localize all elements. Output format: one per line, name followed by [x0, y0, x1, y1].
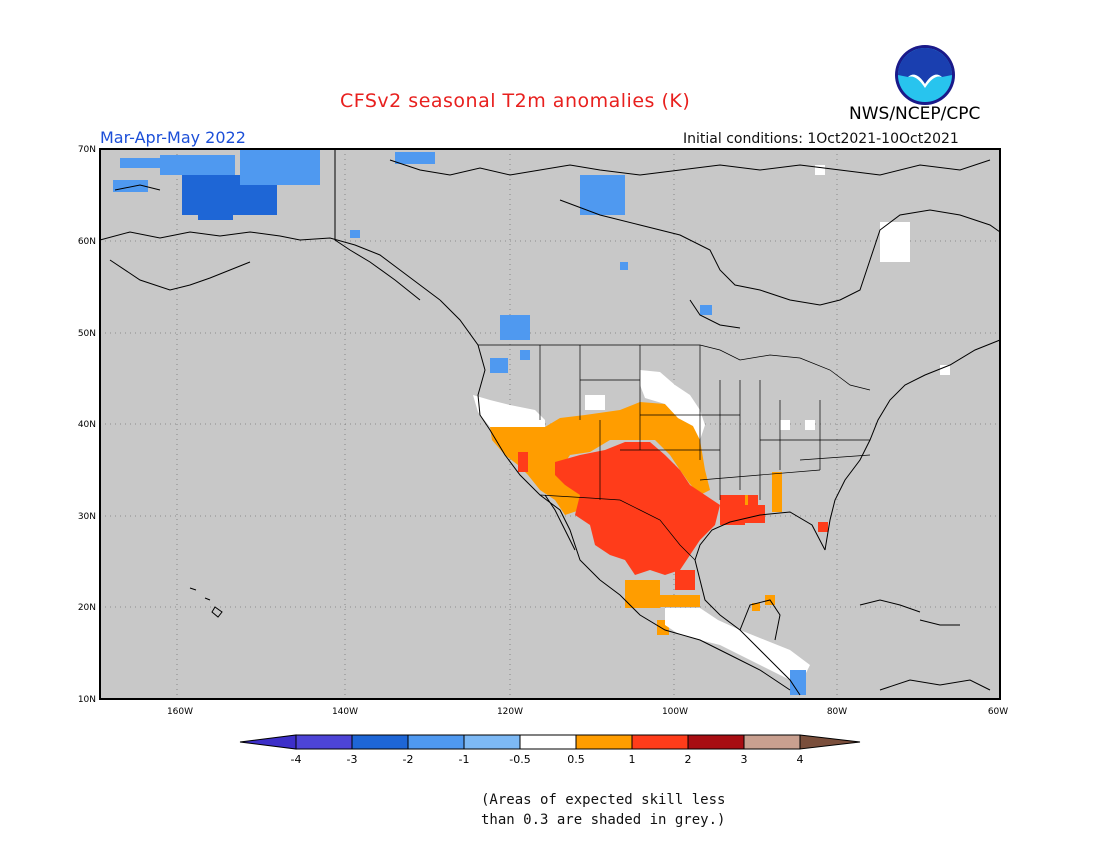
- legend-swatch-3: [407, 734, 465, 750]
- noaa-logo-icon: [895, 45, 955, 105]
- lon-label-60w: 60W: [988, 707, 1008, 717]
- country-state-borders: [478, 344, 871, 561]
- legend-tick-6: 0.5: [567, 753, 585, 766]
- season-label: Mar-Apr-May 2022: [100, 128, 246, 147]
- legend-swatch-5: [519, 734, 577, 750]
- footnote-line-1: (Areas of expected skill less: [481, 792, 726, 808]
- lon-label-80w: 80W: [827, 707, 847, 717]
- legend-swatch-9: [743, 734, 801, 750]
- lat-label-20n: 20N: [78, 603, 96, 613]
- legend-tick-4: -1: [459, 753, 470, 766]
- legend-tick-5: -0.5: [509, 753, 530, 766]
- legend-swatch-6: [575, 734, 633, 750]
- legend-swatch-2: [351, 734, 409, 750]
- legend-tick-8: 2: [685, 753, 692, 766]
- legend-swatch-8: [687, 734, 745, 750]
- initial-conditions-label: Initial conditions: 1Oct2021-10Oct2021: [683, 131, 959, 147]
- coastlines: [99, 150, 1001, 696]
- lon-label-140w: 140W: [332, 707, 358, 717]
- legend-tick-9: 3: [741, 753, 748, 766]
- lon-label-160w: 160W: [167, 707, 193, 717]
- legend-tick-7: 1: [629, 753, 636, 766]
- legend-tick-2: -3: [347, 753, 358, 766]
- legend-arrow-left: [239, 734, 297, 750]
- legend-tick-3: -2: [403, 753, 414, 766]
- legend-swatch-1: [295, 734, 353, 750]
- legend-arrow-right: [799, 734, 861, 750]
- lat-label-40n: 40N: [78, 420, 96, 430]
- footnote-line-2: than 0.3 are shaded in grey.): [481, 812, 726, 828]
- legend-tick-10: 4: [797, 753, 804, 766]
- lon-label-100w: 100W: [662, 707, 688, 717]
- lat-label-30n: 30N: [78, 512, 96, 522]
- lat-label-50n: 50N: [78, 329, 96, 339]
- chart-title: CFSv2 seasonal T2m anomalies (K): [340, 90, 691, 112]
- cold-anomaly-blue: [113, 150, 806, 695]
- map-frame: [99, 148, 1001, 700]
- lat-label-70n: 70N: [78, 145, 96, 155]
- lon-label-120w: 120W: [497, 707, 523, 717]
- legend-swatch-7: [631, 734, 689, 750]
- legend-swatch-4: [463, 734, 521, 750]
- agency-label: NWS/NCEP/CPC: [849, 104, 981, 124]
- legend-tick-1: -4: [291, 753, 302, 766]
- lat-label-10n: 10N: [78, 695, 96, 705]
- near-normal-white: [473, 165, 950, 685]
- lat-label-60n: 60N: [78, 237, 96, 247]
